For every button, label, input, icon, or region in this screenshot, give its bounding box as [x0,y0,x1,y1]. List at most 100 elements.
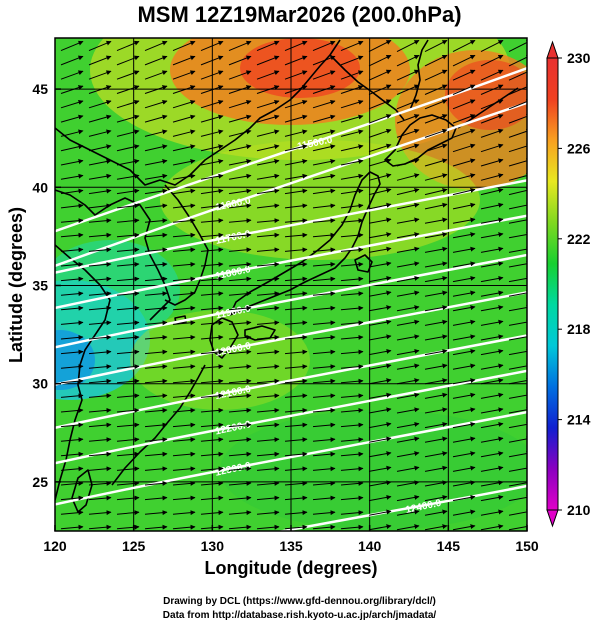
wind-arrow [312,349,336,355]
wind-arrow [256,466,280,472]
wind-arrow [312,407,336,413]
height-contour [55,410,527,506]
wind-arrow [312,320,336,326]
wind-arrow [284,437,308,443]
wind-arrow [200,159,224,166]
wind-arrow [144,437,168,443]
wind-arrow [200,422,224,428]
wind-arrow [368,39,392,53]
wind-arrow [340,276,364,282]
wind-arrow [256,320,280,326]
wind-arrow [312,393,336,399]
wind-arrow [256,99,280,109]
wind-arrow [144,173,168,180]
wind-arrow [144,422,168,428]
wind-arrow [480,54,504,67]
wind-arrow [228,393,252,399]
wind-arrow [368,524,392,531]
wind-arrow [508,348,527,356]
wind-arrow [256,218,280,224]
plot-area: 11500.011600.011700.011800.011900.012000… [55,38,527,531]
wind-arrow [116,495,140,501]
colorbar-tick-label: 222 [567,231,591,247]
wind-arrow [424,114,448,124]
wind-arrow [508,188,527,196]
wind-arrow [508,290,527,297]
wind-arrow [284,320,308,326]
wind-arrow [88,70,112,80]
wind-arrow [88,144,112,152]
wind-arrow [284,422,308,428]
wind-arrow [424,305,448,312]
wind-arrow [508,246,527,253]
wind-arrow [228,305,252,311]
wind-arrow [88,378,112,384]
wind-arrow [116,261,140,267]
wind-arrow [340,466,364,472]
wind-arrow [452,54,476,67]
wind-arrow [200,247,224,253]
wind-arrow [200,55,224,66]
wind-arrow [424,480,448,487]
credit-drawing: Drawing by DCL (https://www.gfd-dennou.o… [163,596,436,607]
wind-arrow [200,114,224,123]
wind-arrow [480,261,504,268]
wind-arrow [228,173,252,180]
wind-arrow [396,305,420,312]
wind-arrow [200,203,224,209]
wind-arrow [508,334,527,341]
wind-arrow [424,39,448,53]
wind-arrow [144,305,168,311]
wind-arrow [312,524,336,530]
wind-arrow [508,451,527,458]
wind-arrow [452,84,476,95]
green-region-south [220,410,527,530]
wind-arrow [228,232,252,238]
wind-arrow [228,510,252,516]
wind-arrow [508,275,527,283]
wind-arrow [368,275,392,283]
wind-arrow [172,129,196,137]
wind-arrow [452,114,476,124]
wind-arrow [368,217,392,224]
wind-arrow [116,334,140,340]
wind-arrow [480,173,504,181]
wind-arrow [368,305,392,312]
wind-arrow [480,84,504,95]
wind-arrow [312,422,336,428]
wind-arrow [172,144,196,152]
wind-arrow [172,276,196,282]
wind-arrow [368,465,392,472]
wind-arrow [284,451,308,457]
wind-arrow [396,465,420,472]
wind-arrow [144,144,168,152]
height-contour [55,334,527,429]
wind-arrow [116,510,140,516]
wind-arrow [368,494,392,502]
wind-arrow [284,99,308,109]
wind-arrow [284,85,308,94]
wind-arrow [312,466,336,472]
wind-arrow [340,114,364,123]
wind-arrow [340,495,364,501]
wind-arrow [116,85,140,94]
wind-arrow [88,99,112,109]
wind-arrow [424,319,448,326]
wind-arrow [340,524,364,530]
wind-arrow [60,495,84,501]
wind-arrow [116,524,140,530]
wind-arrow [340,305,364,311]
wind-arrow [228,466,252,472]
wind-arrow [172,203,196,209]
wind-arrow [116,393,140,399]
wind-arrow [368,334,392,341]
wind-arrow [340,99,364,109]
wind-arrow [228,334,252,340]
wind-arrow [480,348,504,356]
wind-arrow [452,421,476,429]
wind-arrow [480,480,504,487]
wind-arrow [312,232,336,238]
wind-arrow [312,334,336,340]
wind-arrow [424,494,448,502]
wind-arrow [312,203,336,209]
